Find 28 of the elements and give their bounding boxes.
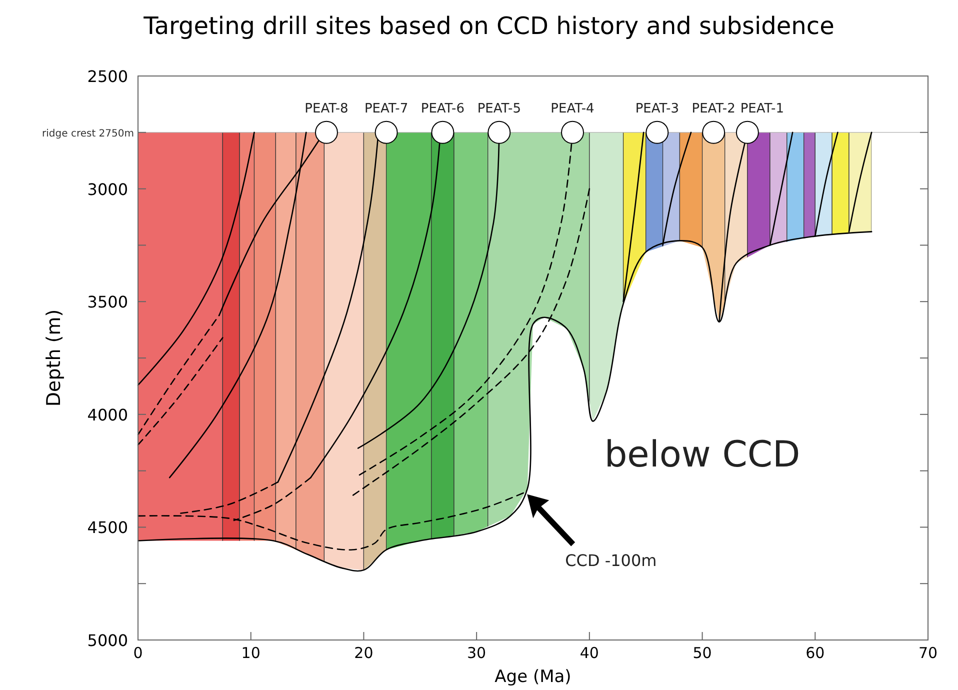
chart-title: Targeting drill sites based on CCD history and subsidence xyxy=(142,12,834,40)
y-tick-label: 4000 xyxy=(87,405,128,424)
y-tick-label: 4500 xyxy=(87,518,128,538)
series-label: PEAT-7 xyxy=(364,101,408,116)
series-label: PEAT-4 xyxy=(550,101,594,116)
y-tick-label: 3000 xyxy=(87,180,128,199)
series-label: PEAT-6 xyxy=(420,101,465,116)
series-label: PEAT-3 xyxy=(635,101,679,116)
annotation: CCD -100m xyxy=(565,551,657,570)
x-tick-label: 10 xyxy=(241,644,260,662)
y-tick-label: 5000 xyxy=(87,631,128,650)
x-tick-label: 30 xyxy=(467,644,486,662)
y-tick-label: 3500 xyxy=(87,292,128,312)
x-tick-label: 70 xyxy=(918,644,938,662)
x-tick-label: 50 xyxy=(692,644,712,662)
x-tick-label: 60 xyxy=(806,644,825,662)
y-axis-title: Depth (m) xyxy=(43,309,65,407)
series-label: PEAT-2 xyxy=(692,101,736,116)
x-tick-label: 40 xyxy=(580,644,599,662)
series-label: PEAT-1 xyxy=(740,101,784,116)
y-tick-label: 2500 xyxy=(87,67,128,86)
series-label: PEAT-5 xyxy=(477,101,521,116)
series-label: PEAT-8 xyxy=(304,101,348,116)
x-tick-label: 0 xyxy=(133,644,143,662)
x-tick-label: 20 xyxy=(354,644,374,662)
annotation: below CCD xyxy=(604,434,800,476)
x-axis-title: Age (Ma) xyxy=(494,667,572,687)
ref-line-label: ridge crest 2750m xyxy=(42,128,134,140)
